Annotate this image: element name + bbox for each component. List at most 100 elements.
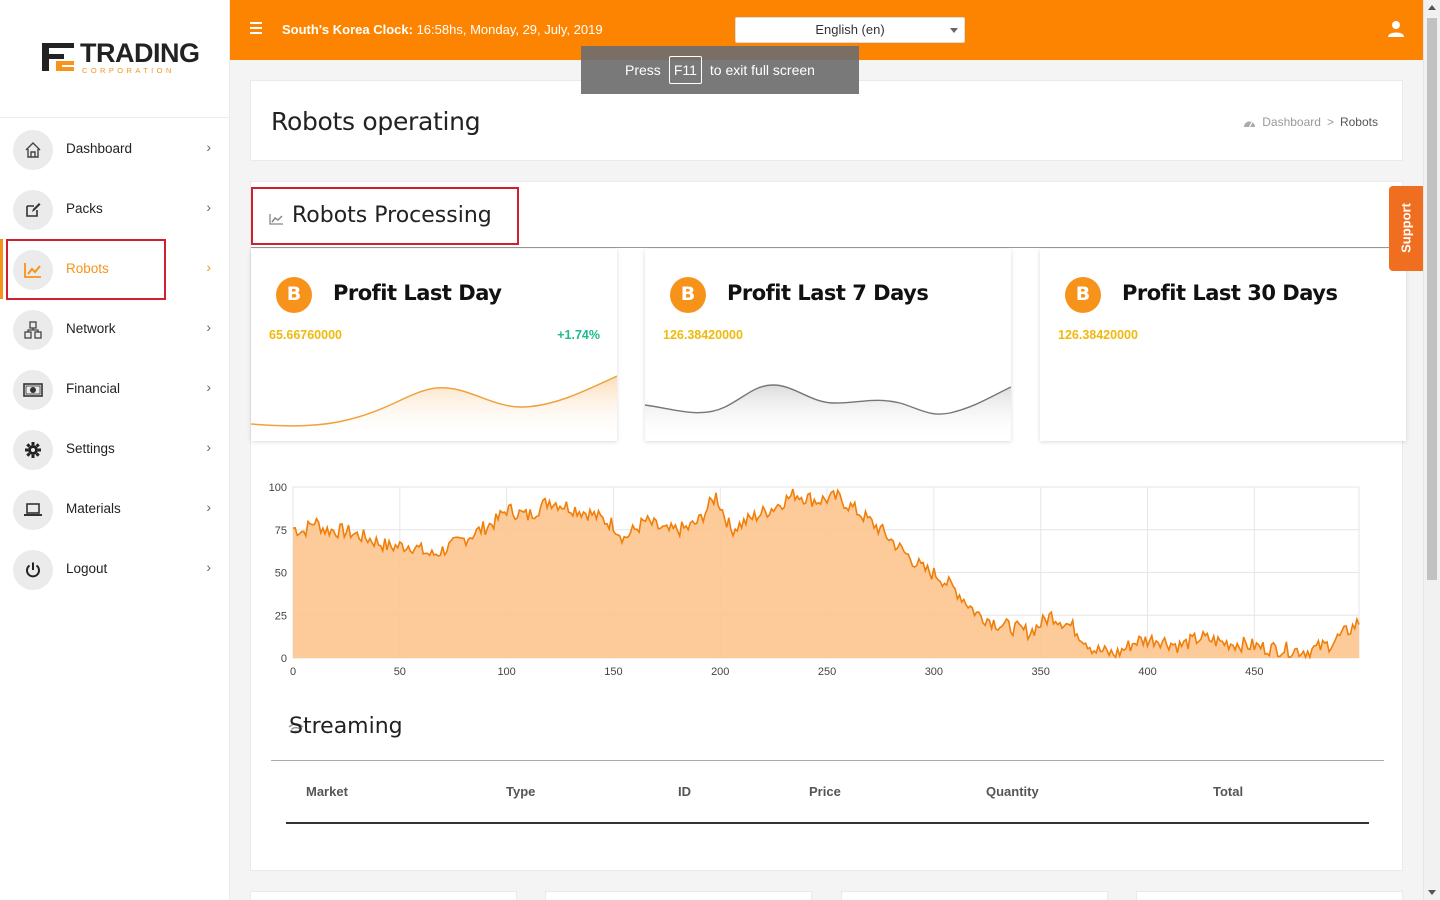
sidebar-item-logout[interactable]: Logout ›	[0, 539, 229, 599]
robots-area-chart: 0 25 50 75 100 0 50 100 150 200 250 300 350 400 450	[269, 482, 1360, 678]
sparkline-day	[251, 375, 617, 441]
x-tick-label: 350	[1032, 666, 1050, 678]
chevron-right-icon: ›	[206, 139, 211, 155]
chevron-right-icon: ›	[206, 439, 211, 455]
sidebar-item-label: Settings	[66, 441, 115, 456]
sidebar-item-settings[interactable]: Settings ›	[0, 419, 229, 479]
section-title-box: Robots Processing	[251, 187, 519, 245]
card-title: Profit Last 7 Days	[727, 281, 929, 305]
bottom-card	[841, 891, 1108, 900]
robots-panel: Robots Processing B Profit Last Day 65.6…	[250, 181, 1406, 871]
gear-icon	[13, 430, 53, 470]
chart-area	[293, 489, 1359, 658]
sidebar-menu: Dashboard › Packs › Robots › Network ›	[0, 118, 229, 599]
breadcrumb: Dashboard > Robots	[1243, 115, 1378, 129]
scroll-up-arrow-icon[interactable]	[1428, 5, 1436, 10]
column-header-id[interactable]: ID	[678, 784, 691, 799]
sidebar-item-robots[interactable]: Robots ›	[0, 239, 229, 300]
bitcoin-icon: B	[276, 277, 312, 313]
y-tick-label: 100	[269, 482, 287, 494]
scrollbar-thumb[interactable]	[1427, 18, 1437, 580]
sidebar-item-packs[interactable]: Packs ›	[0, 179, 229, 239]
support-label: Support	[1398, 203, 1414, 253]
column-header-type[interactable]: Type	[506, 784, 536, 799]
sparkline-7-days	[645, 384, 1011, 441]
page-title: Robots operating	[271, 107, 481, 136]
x-tick-label: 150	[604, 666, 622, 678]
laptop-icon	[13, 490, 53, 530]
logo-mark-icon	[42, 43, 74, 71]
hamburger-menu-icon[interactable]	[250, 22, 262, 36]
chevron-right-icon: ›	[206, 559, 211, 575]
wifi-icon	[288, 723, 304, 733]
column-header-market[interactable]: Market	[306, 784, 348, 799]
sidebar-item-label: Dashboard	[66, 141, 133, 156]
sidebar-item-dashboard[interactable]: Dashboard ›	[0, 119, 229, 179]
power-icon	[13, 550, 53, 590]
column-header-price[interactable]: Price	[809, 784, 841, 799]
chevron-right-icon: ›	[206, 259, 211, 275]
language-select-value: English (en)	[815, 22, 885, 37]
language-select[interactable]: English (en)	[735, 17, 965, 43]
chevron-right-icon: ›	[206, 319, 211, 335]
area-chart-icon	[269, 214, 283, 225]
chevron-right-icon: ›	[206, 199, 211, 215]
card-value: 65.66760000	[269, 328, 342, 342]
user-icon[interactable]	[1387, 20, 1405, 38]
x-tick-label: 50	[394, 666, 406, 678]
caret-down-icon	[950, 28, 958, 33]
x-tick-label: 450	[1245, 666, 1263, 678]
money-icon	[13, 370, 53, 410]
sidebar-item-label: Materials	[66, 501, 121, 516]
brand-logo[interactable]: TRADING CORPORATION	[0, 0, 229, 118]
bottom-card	[545, 891, 812, 900]
dashboard-gauge-icon	[1244, 121, 1256, 127]
sidebar-item-financial[interactable]: Financial ›	[0, 359, 229, 419]
chart-line-icon	[13, 250, 53, 290]
chart-line	[292, 488, 1360, 660]
chevron-right-icon: ›	[206, 499, 211, 515]
streaming-divider	[271, 760, 1384, 761]
breadcrumb-home-link[interactable]: Dashboard	[1262, 115, 1321, 129]
y-tick-label: 50	[275, 568, 287, 580]
profit-card-day: B Profit Last Day 65.66760000 +1.74%	[251, 249, 617, 441]
sidebar-item-label: Network	[66, 321, 116, 336]
sidebar-item-label: Packs	[66, 201, 103, 216]
x-tick-label: 200	[711, 666, 729, 678]
column-header-total[interactable]: Total	[1213, 784, 1244, 799]
sidebar-item-network[interactable]: Network ›	[0, 299, 229, 359]
card-title: Profit Last Day	[333, 281, 502, 305]
y-tick-label: 0	[281, 653, 287, 665]
x-tick-label: 100	[497, 666, 515, 678]
scroll-down-arrow-icon[interactable]	[1428, 890, 1436, 895]
active-highlight	[6, 239, 166, 300]
brand-subtitle: CORPORATION	[82, 66, 175, 75]
clock-value: 16:58hs, Monday, 29, July, 2019	[416, 22, 603, 37]
streaming-table-header: Market Type ID Price Quantity Total	[286, 772, 1369, 824]
section-divider	[251, 247, 1404, 248]
card-title: Profit Last 30 Days	[1122, 281, 1338, 305]
page-scrollbar[interactable]	[1423, 0, 1440, 900]
profit-card-7-days: B Profit Last 7 Days 126.38420000	[645, 249, 1011, 441]
streaming-title: Streaming	[289, 714, 403, 739]
toast-rest-text: to exit full screen	[709, 62, 815, 78]
sidebar: TRADING CORPORATION Dashboard › Packs › …	[0, 0, 230, 900]
bitcoin-icon: B	[670, 277, 706, 313]
x-tick-label: 250	[818, 666, 836, 678]
support-tab[interactable]: Support	[1389, 186, 1423, 271]
clock-label: South's Korea Clock:	[282, 22, 413, 37]
toast-key: F11	[668, 56, 702, 84]
column-header-quantity[interactable]: Quantity	[986, 784, 1039, 799]
y-tick-label: 75	[275, 525, 287, 537]
home-icon	[13, 130, 53, 170]
bottom-card	[250, 891, 517, 900]
network-icon	[13, 310, 53, 350]
y-tick-label: 25	[275, 610, 287, 622]
card-value: 126.38420000	[1058, 328, 1138, 342]
card-value: 126.38420000	[663, 328, 743, 342]
sidebar-item-materials[interactable]: Materials ›	[0, 479, 229, 539]
clock-display: South's Korea Clock: 16:58hs, Monday, 29…	[282, 22, 603, 37]
toast-press-text: Press	[625, 62, 661, 78]
sidebar-item-label: Logout	[66, 561, 108, 576]
fullscreen-toast: Press F11 to exit full screen	[581, 46, 859, 94]
